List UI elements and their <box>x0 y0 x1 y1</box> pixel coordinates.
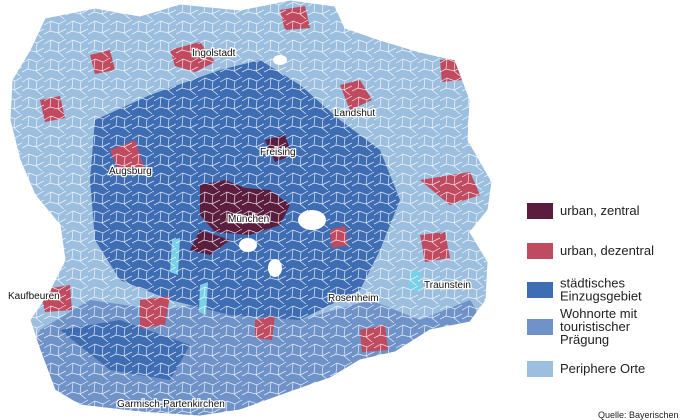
place-label: Garmisch-Partenkirchen <box>117 399 225 410</box>
place-label: Ingolstadt <box>192 48 236 59</box>
place-label: Rosenheim <box>328 293 379 304</box>
place-label: Kaufbeuren <box>8 291 60 302</box>
legend-label: urban, dezentral <box>560 243 654 258</box>
legend-swatch <box>527 282 553 298</box>
legend-label: Prägung <box>560 332 609 347</box>
legend-label: touristischer <box>560 319 631 334</box>
place-label: Augsburg <box>109 166 152 177</box>
source: Quelle: Bayerischen <box>598 410 679 420</box>
legend-label: städtisches <box>560 276 626 291</box>
place-label: Landshut <box>334 108 375 119</box>
place-label: Traunstein <box>424 280 471 291</box>
legend-label: Periphere Orte <box>560 361 645 376</box>
legend-label: Wohnorte mit <box>560 306 637 321</box>
legend-swatch <box>527 243 553 259</box>
legend-swatch <box>527 203 553 219</box>
place-label: Freising <box>260 147 296 158</box>
legend-label: urban, zentral <box>560 203 640 218</box>
legend-swatch <box>527 319 553 335</box>
place-label: München <box>228 214 269 225</box>
legend-swatch <box>527 361 553 377</box>
legend-label: Einzugsgebiet <box>560 289 642 304</box>
legend: urban, zentral urban, dezentral städtische… <box>527 203 654 377</box>
map-regions <box>10 0 492 416</box>
